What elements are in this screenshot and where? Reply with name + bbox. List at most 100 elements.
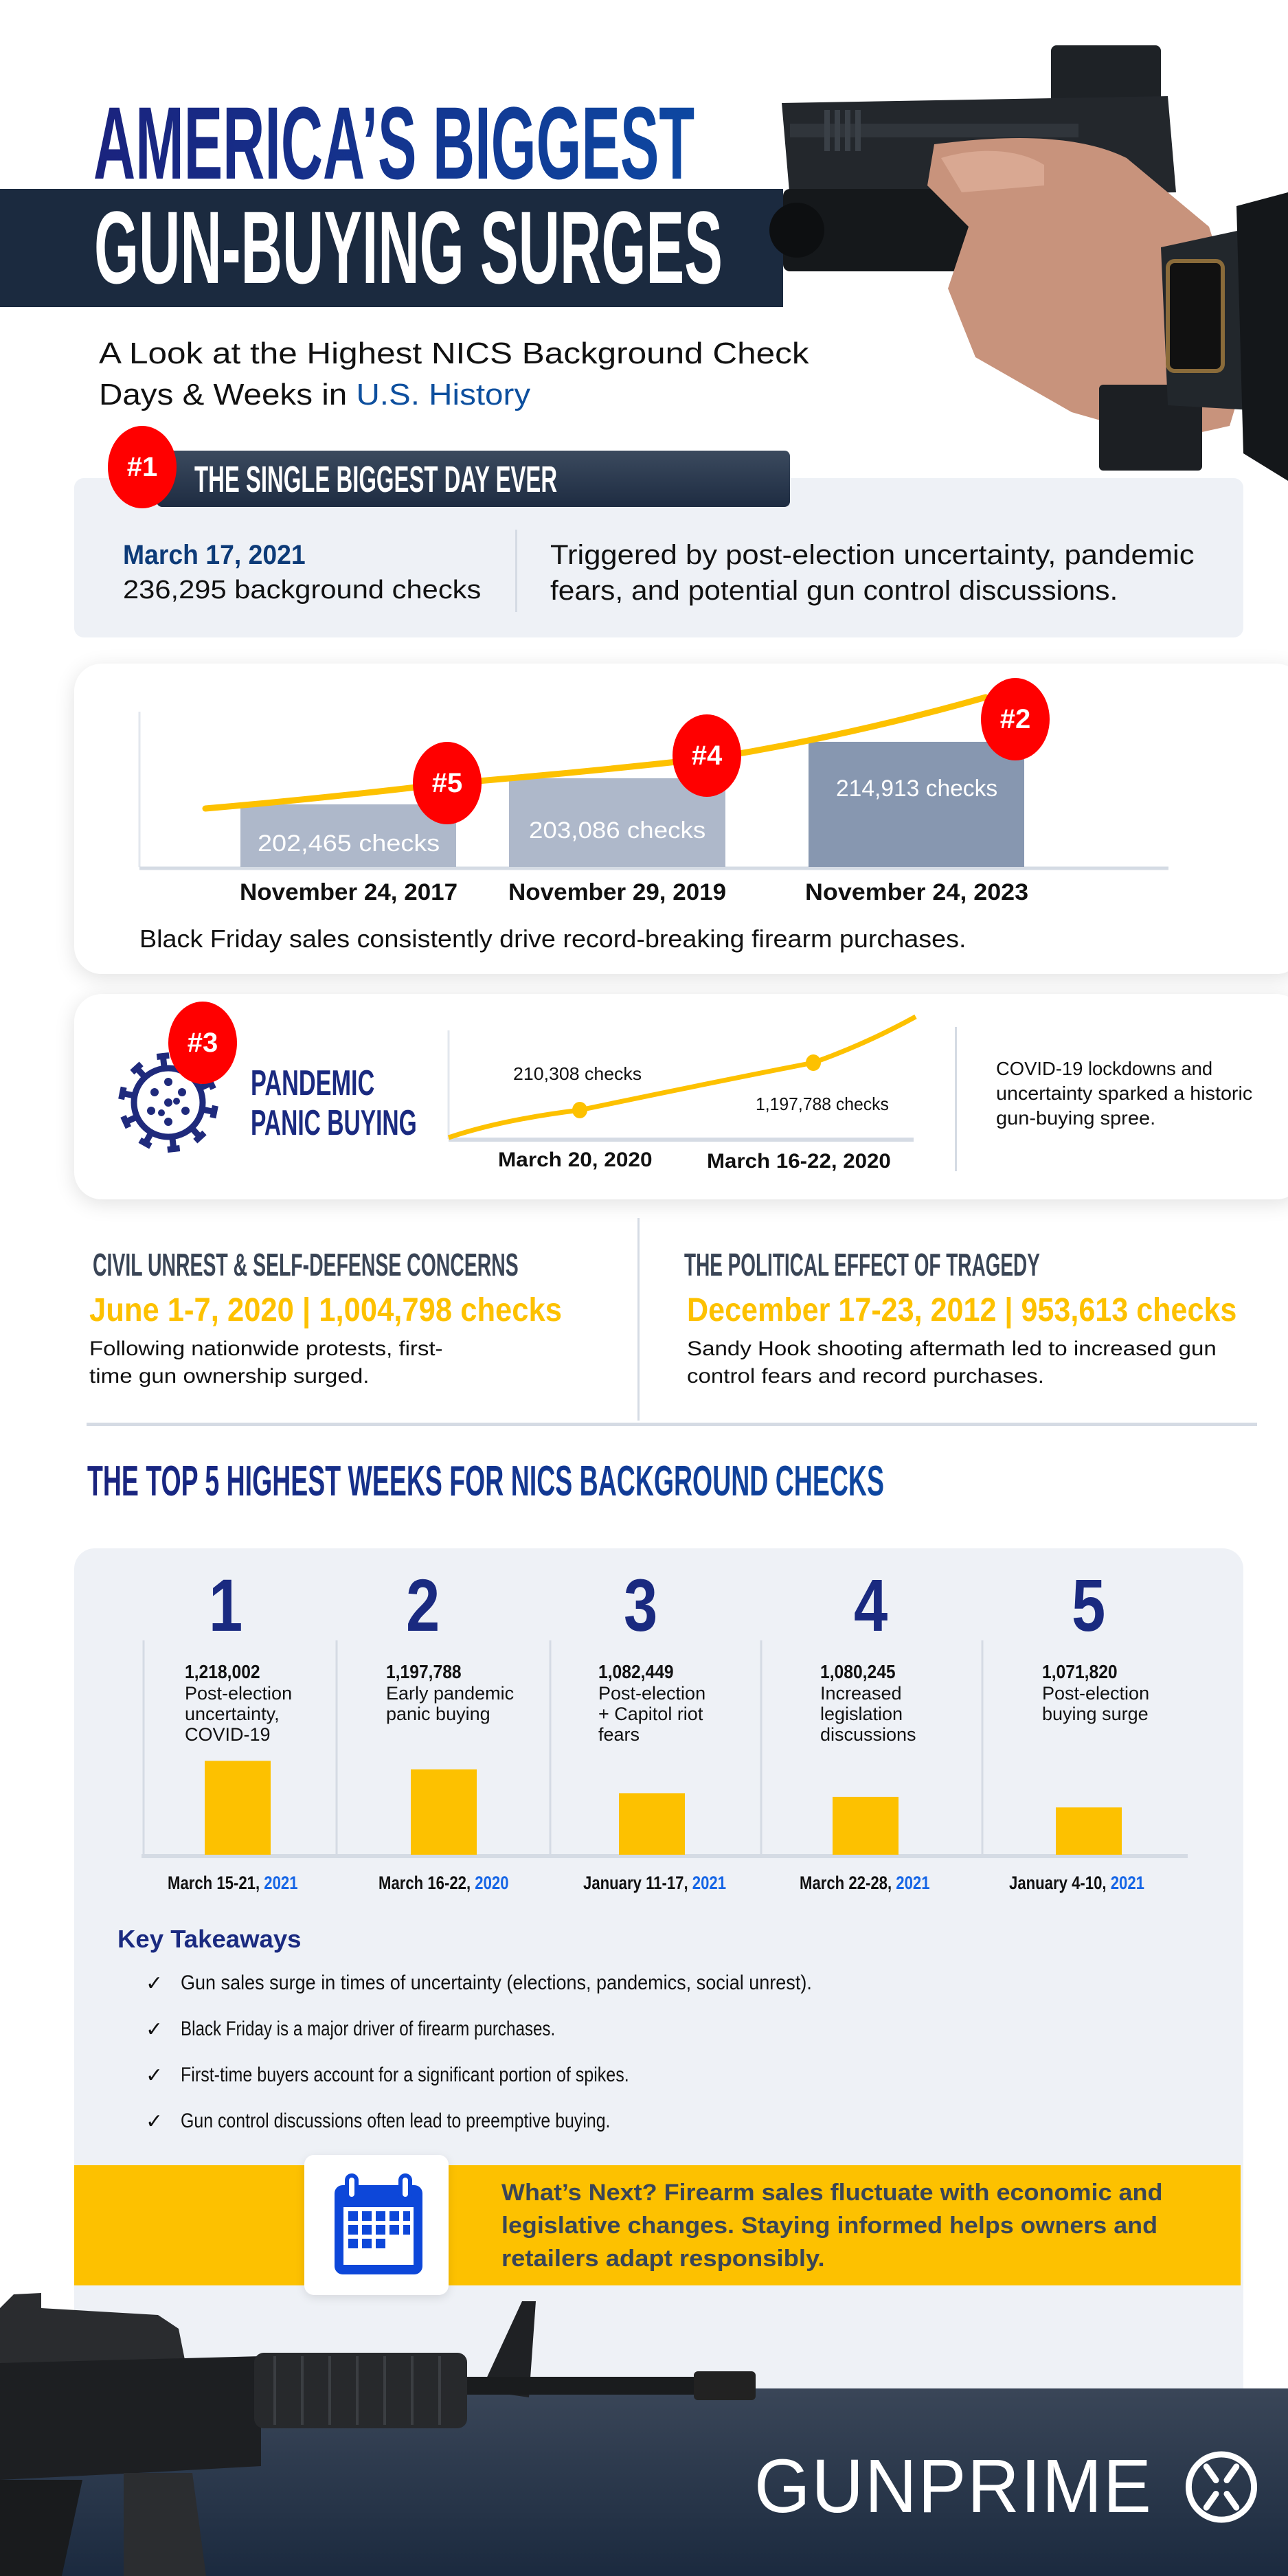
checkmark-icon: ✓ [146,2018,163,2041]
bar [619,1793,685,1855]
date-label: March 15-21, 2021 [168,1873,298,1893]
value-label: 1,082,449 [598,1661,674,1682]
whats-next-band [74,2165,1241,2285]
bar [240,804,456,867]
rank-number: 3 [624,1563,658,1647]
trend-line [447,1014,917,1140]
value-label: 1,197,788 [386,1661,462,1682]
date-label: January 11-17, 2021 [583,1873,726,1893]
value-label: 1,071,820 [1042,1661,1118,1682]
category-label: March 20, 2020 [498,1149,653,1171]
value-label: 1,218,002 [185,1661,260,1682]
tragedy-stat: December 17-23, 2012 | 953,613 checks [687,1292,1237,1329]
date-label: March 22-28, 2021 [800,1873,930,1893]
description-line: legislation [820,1704,903,1724]
pandemic-title: PANDEMIC PANIC BUYING [251,1063,417,1143]
rank-number: 2 [406,1563,440,1647]
pistol-in-hand-image [769,45,1288,481]
page-subtitle: A Look at the Highest NICS Background Ch… [99,337,809,411]
bar-category-label: November 24, 2023 [804,879,1028,905]
description-line: Post-election [1042,1683,1150,1704]
civil-unrest-stat: June 1-7, 2020 | 1,004,798 checks [89,1292,562,1329]
biggest-day-heading: THE SINGLE BIGGEST DAY EVER [194,459,558,500]
section-divider-vertical [637,1218,640,1421]
top5-chart [142,1640,1188,1858]
date-year: 2021 [264,1873,298,1893]
trend-line [202,694,989,812]
tragedy-description: Sandy Hook shooting aftermath led to inc… [687,1337,1217,1388]
civil-unrest-heading: CIVIL UNREST & SELF-DEFENSE CONCERNS [93,1247,519,1283]
gunprime-logo: GUNPRIME [754,2445,1259,2528]
page-title-line2: GUN-BUYING SURGES [94,190,723,305]
checkmark-icon: ✓ [146,2110,163,2133]
top5-heading: THE TOP 5 HIGHEST WEEKS FOR NICS BACKGRO… [87,1458,884,1505]
title-band [0,189,783,307]
subtitle-highlight: U.S. History [356,378,531,411]
description-line: discussions [820,1724,916,1745]
pandemic-line-chart [447,1014,917,1142]
calendar-icon-box [304,2155,449,2295]
date-year: 2020 [475,1873,509,1893]
description-line: panic buying [386,1704,490,1724]
checkmark-icon: ✓ [146,2064,163,2087]
calendar-icon [335,2173,422,2274]
pandemic-divider [955,1027,957,1171]
bar [1056,1807,1122,1855]
description-line: buying surge [1042,1704,1149,1724]
pandemic-description: COVID-19 lockdowns and uncertainty spark… [996,1058,1253,1129]
bar [809,741,1024,867]
rank-badge-1: #1 [108,426,177,508]
bar-value-label: 214,913 checks [835,775,997,802]
data-point [806,1054,821,1071]
date-label: March 16-22, 2020 [379,1873,509,1893]
rifle-image [0,2293,756,2576]
biggest-day-checks: 236,295 background checks [123,576,482,605]
bar [205,1761,271,1855]
date-year: 2021 [692,1873,726,1893]
description-line: COVID-19 [185,1724,271,1745]
bar-value-label: 202,465 checks [257,831,440,857]
black-friday-caption: Black Friday sales consistently drive re… [139,925,967,953]
tragedy-heading: THE POLITICAL EFFECT OF TRAGEDY [684,1247,1040,1283]
description-line: uncertainty, [185,1704,280,1724]
bar-value-label: 203,086 checks [529,817,706,844]
checkmark-icon: ✓ [146,1972,163,1995]
description-line: Post-election [598,1683,706,1704]
rank-number: 1 [209,1563,243,1647]
date-year: 2021 [1110,1873,1144,1893]
bar-category-label: November 24, 2017 [239,879,457,905]
bar [411,1769,477,1855]
takeaway-item: Black Friday is a major driver of firear… [181,2018,556,2040]
bar [509,778,725,867]
biggest-day-heading-bar [157,451,790,507]
takeaways-heading: Key Takeaways [117,1925,302,1953]
bar-category-label: November 29, 2019 [508,879,727,905]
description-line: fears [598,1724,640,1745]
data-point [572,1102,587,1118]
black-friday-chart [138,694,1168,870]
rank-badge: #4 [673,714,741,797]
description-line: Post-election [185,1683,293,1704]
description-line: + Capitol riot [598,1704,703,1724]
description-line: Early pandemic [386,1683,515,1704]
civil-unrest-description: Following nationwide protests, first- ti… [89,1337,443,1388]
date-label: January 4-10, 2021 [1008,1873,1144,1893]
takeaway-item: First-time buyers account for a signific… [181,2064,629,2086]
biggest-day-date: March 17, 2021 [123,540,306,570]
takeaway-item: Gun sales surge in times of uncertainty … [181,1971,812,1994]
whats-next-text: What’s Next? Firearm sales fluctuate wit… [501,2180,1163,2272]
biggest-day-divider [515,530,517,612]
rank-number: 4 [854,1563,888,1647]
section-divider-horizontal [87,1423,1257,1426]
description-line: Increased [820,1683,902,1704]
value-label: 1,080,245 [820,1661,896,1682]
rank-number: 5 [1072,1563,1106,1647]
pandemic-card [74,994,1288,1199]
rank-badge-3: #3 [168,1002,237,1084]
rank-badge: #2 [981,678,1050,760]
point-label: 210,308 checks [512,1063,642,1084]
page-title-line1: AMERICA’S BIGGEST [93,85,695,201]
bar [833,1796,899,1855]
takeaway-item: Gun control discussions often lead to pr… [181,2110,611,2132]
point-label: 1,197,788 checks [756,1094,889,1114]
